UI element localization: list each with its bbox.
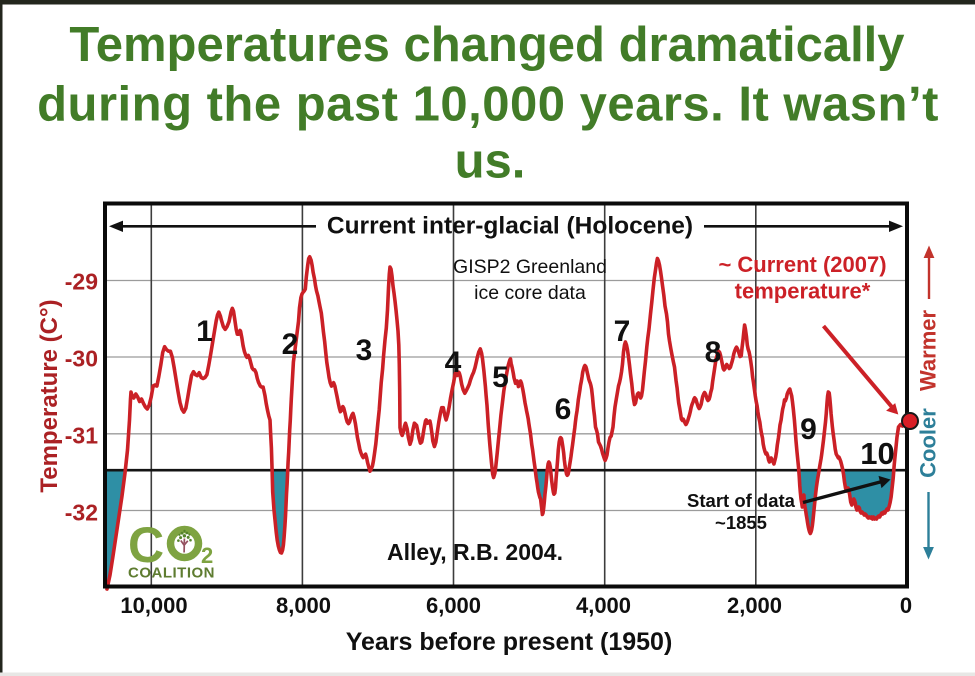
svg-text:~1855: ~1855 xyxy=(715,512,767,533)
svg-text:4,000: 4,000 xyxy=(576,593,631,618)
svg-text:2: 2 xyxy=(282,328,299,361)
svg-text:us.: us. xyxy=(455,135,526,189)
svg-text:-31: -31 xyxy=(65,423,98,449)
svg-text:temperature*: temperature* xyxy=(735,279,871,304)
svg-text:Start of data: Start of data xyxy=(687,490,796,511)
svg-text:8,000: 8,000 xyxy=(276,593,331,618)
svg-text:10: 10 xyxy=(860,436,894,471)
svg-text:C: C xyxy=(128,517,164,573)
svg-text:Temperature (C°): Temperature (C°) xyxy=(36,299,63,492)
svg-text:2: 2 xyxy=(201,543,213,568)
svg-text:ice core data: ice core data xyxy=(474,282,586,304)
svg-text:-29: -29 xyxy=(65,269,98,295)
svg-text:1: 1 xyxy=(196,315,213,348)
svg-text:Cooler: Cooler xyxy=(916,408,941,478)
svg-text:Current inter-glacial (Holocen: Current inter-glacial (Holocene) xyxy=(327,213,693,240)
svg-text:Alley, R.B. 2004.: Alley, R.B. 2004. xyxy=(387,539,563,565)
svg-text:6: 6 xyxy=(555,393,572,426)
svg-text:Years before present (1950): Years before present (1950) xyxy=(346,628,673,656)
svg-text:during the past 10,000 years.: during the past 10,000 years. It wasn’t xyxy=(37,78,939,132)
svg-text:COALITION: COALITION xyxy=(128,565,215,582)
svg-text:10,000: 10,000 xyxy=(120,593,187,618)
svg-text:2,000: 2,000 xyxy=(727,593,782,618)
svg-text:3: 3 xyxy=(356,334,373,367)
svg-text:Warmer: Warmer xyxy=(916,310,941,392)
svg-text:5: 5 xyxy=(492,361,509,394)
svg-text:GISP2 Greenland: GISP2 Greenland xyxy=(453,256,607,278)
svg-text:4: 4 xyxy=(445,346,462,379)
svg-text:8: 8 xyxy=(705,336,722,369)
svg-text:~ Current (2007): ~ Current (2007) xyxy=(718,252,886,277)
svg-text:-30: -30 xyxy=(65,346,98,372)
svg-text:-32: -32 xyxy=(65,500,98,526)
svg-text:9: 9 xyxy=(800,413,817,446)
svg-text:6,000: 6,000 xyxy=(426,593,481,618)
svg-text:0: 0 xyxy=(900,593,912,618)
svg-text:7: 7 xyxy=(614,315,631,348)
svg-text:Temperatures changed dramatica: Temperatures changed dramatically xyxy=(69,18,904,72)
